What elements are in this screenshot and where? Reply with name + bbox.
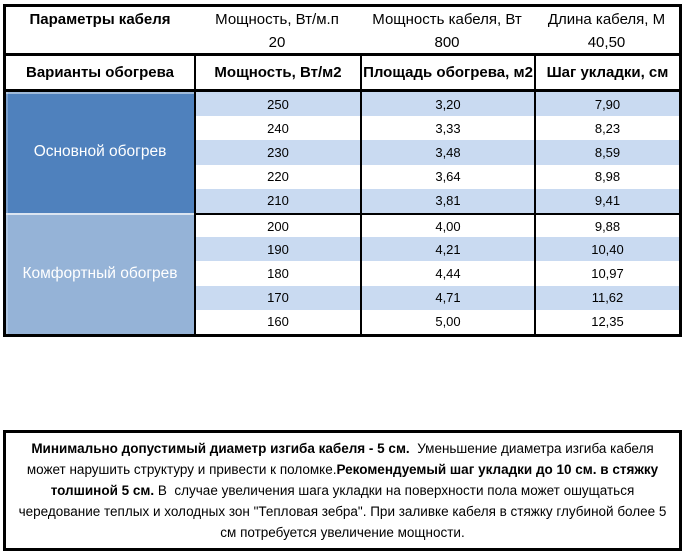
area-cell: 3,20 (360, 92, 534, 117)
header-step: Шаг укладки, см (534, 56, 679, 89)
area-cell: 3,64 (360, 164, 534, 189)
data-grid: Основной обогрев Комфортный обогрев 250 … (6, 92, 679, 334)
power-cell: 160 (194, 309, 360, 334)
note-text-bold-2: Рекомендуемый шаг укладки до 10 см. в ст… (50, 461, 662, 498)
power-cell: 250 (194, 92, 360, 117)
area-cell: 4,21 (360, 237, 534, 262)
header-power: Мощность, Вт/м2 (194, 56, 360, 89)
empty-cell (6, 32, 194, 53)
cable-params-table: Параметры кабеля Мощность, Вт/м.п Мощнос… (3, 4, 682, 337)
params-title: Параметры кабеля (29, 11, 171, 28)
power-cell: 220 (194, 164, 360, 189)
power-cell: 190 (194, 237, 360, 262)
step-cell: 10,40 (534, 237, 679, 262)
param-header-cable-power: Мощность кабеля, Вт (372, 11, 522, 28)
step-cell: 8,98 (534, 164, 679, 189)
power-cell: 210 (194, 188, 360, 213)
power-cell: 200 (194, 212, 360, 238)
param-value-power-per-m: 20 (268, 34, 286, 51)
header-variants: Варианты обогрева (26, 64, 174, 81)
param-header-cable-length: Длина кабеля, М (547, 11, 666, 28)
header-area: Площадь обогрева, м2 (360, 56, 534, 89)
area-cell: 3,33 (360, 116, 534, 141)
param-value-cable-length: 40,50 (587, 34, 626, 51)
param-value-cable-power: 800 (434, 34, 460, 51)
power-cell: 180 (194, 261, 360, 286)
note-box: Минимально допустимый диаметр изгиба каб… (3, 429, 682, 551)
area-cell: 4,00 (360, 212, 534, 238)
note-text-normal-2: В случае увеличения шага укладки на пове… (18, 482, 671, 540)
step-cell: 8,23 (534, 116, 679, 141)
variants-header-row: Варианты обогрева Мощность, Вт/м2 Площад… (6, 53, 679, 92)
step-cell: 9,41 (534, 188, 679, 213)
section-label-comfort-heating: Комфортный обогрев (6, 212, 194, 334)
power-cell: 170 (194, 285, 360, 310)
power-cell: 230 (194, 140, 360, 165)
area-cell: 4,44 (360, 261, 534, 286)
section-label-main-heating: Основной обогрев (6, 92, 194, 213)
step-cell: 10,97 (534, 261, 679, 286)
note-text-bold-1: Минимально допустимый диаметр изгиба каб… (31, 440, 410, 456)
param-header-power-per-m: Мощность, Вт/м.п (215, 11, 339, 28)
params-rows: Параметры кабеля Мощность, Вт/м.п Мощнос… (6, 7, 679, 53)
step-cell: 8,59 (534, 140, 679, 165)
step-cell: 7,90 (534, 92, 679, 117)
area-cell: 3,81 (360, 188, 534, 213)
step-cell: 11,62 (534, 285, 679, 310)
area-cell: 3,48 (360, 140, 534, 165)
power-cell: 240 (194, 116, 360, 141)
area-cell: 4,71 (360, 285, 534, 310)
step-cell: 12,35 (534, 309, 679, 334)
area-cell: 5,00 (360, 309, 534, 334)
note-text-normal-1: Уменьшение диаметра изгиба кабеля может … (26, 440, 658, 477)
step-cell: 9,88 (534, 212, 679, 238)
